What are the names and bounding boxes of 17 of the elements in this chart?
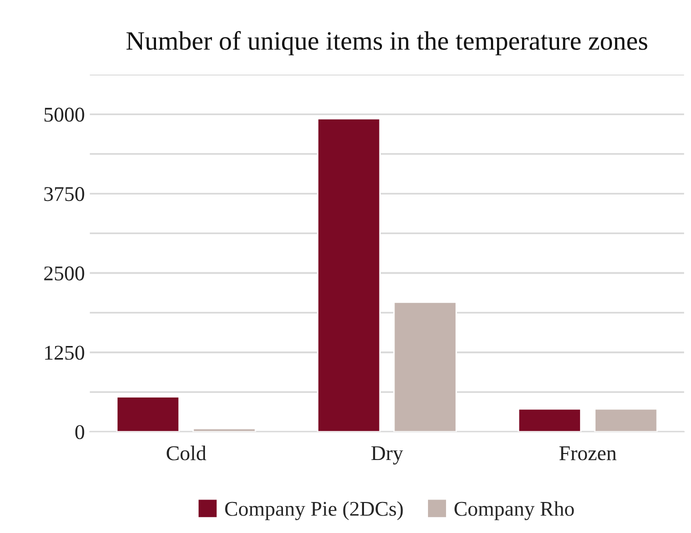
x-tick-label: Dry <box>371 446 404 465</box>
x-tick-label: Cold <box>166 446 206 460</box>
bar <box>518 408 582 432</box>
x-tick-label: Frozen <box>559 446 616 460</box>
chart-title: Number of unique items in the temperature zones <box>126 31 648 56</box>
legend-label: Company Rho <box>454 501 574 520</box>
y-tick-label: 5000 <box>44 108 84 122</box>
bar <box>393 302 457 432</box>
bar <box>594 408 658 432</box>
y-tick-label: 1250 <box>45 346 84 360</box>
y-tick-label: 0 <box>75 425 84 440</box>
legend-label: Company Pie (2DCs) <box>225 501 403 520</box>
y-tick-label: 3750 <box>44 187 84 202</box>
bar <box>316 118 381 432</box>
y-tick-label: 2500 <box>44 266 84 280</box>
bar <box>192 428 256 432</box>
bar <box>116 396 180 432</box>
